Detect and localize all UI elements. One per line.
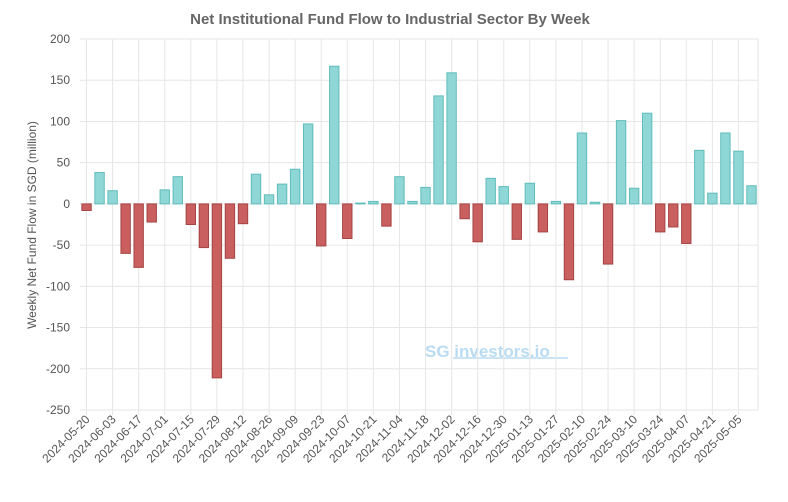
bar [511,203,522,240]
bar [707,192,718,205]
y-tick-label: 200 [50,32,70,46]
bar [159,189,170,205]
y-tick-label: 100 [50,114,70,128]
bar [250,173,262,205]
bar [329,65,340,205]
bar [655,203,666,233]
bar [381,203,392,227]
bar [94,172,105,205]
y-tick-label: 0 [63,197,70,211]
bar [302,123,314,205]
y-tick-label: -50 [53,238,71,252]
bar [733,150,744,205]
bar [394,176,405,205]
bar [589,201,601,205]
bar [289,168,301,205]
bar [368,200,379,205]
bar [420,186,431,205]
bar [446,72,457,205]
bar [237,203,249,225]
bar [602,203,614,265]
bar [120,203,131,254]
bar [641,112,653,205]
bar [342,203,353,240]
bar [615,120,627,205]
bar [746,185,757,205]
watermark: SG investors.io [425,342,550,361]
y-tick-label: -150 [46,321,70,335]
bar [485,177,496,205]
y-tick-label: 150 [50,73,70,87]
bar [524,182,536,205]
bar [133,203,144,268]
bar [459,203,470,220]
bar [433,95,444,205]
y-tick-label: -250 [46,403,70,417]
bar [172,176,183,205]
bar [576,132,588,205]
bar [407,200,418,205]
bar [537,203,549,233]
bar [355,202,366,205]
bar [720,132,731,205]
bar [694,149,705,205]
bar [563,203,575,281]
bar [316,203,327,247]
bar [681,203,692,244]
bar [263,194,275,205]
y-tick-label: -200 [46,362,70,376]
y-tick-label: -100 [46,279,70,293]
bar [224,203,236,259]
bar [198,203,210,249]
chart-title: Net Institutional Fund Flow to Industria… [190,11,590,28]
bar [81,203,92,211]
bar [628,187,640,205]
bar [498,186,509,205]
bar [472,203,483,243]
bar [211,203,223,379]
bar [107,190,118,205]
y-axis-label: Weekly Net Fund Flow in SGD (million) [25,121,39,329]
bar [146,203,157,223]
bar [550,200,562,205]
bar [276,183,288,205]
bar [185,203,197,225]
bar [668,203,679,228]
y-tick-label: 50 [57,156,71,170]
